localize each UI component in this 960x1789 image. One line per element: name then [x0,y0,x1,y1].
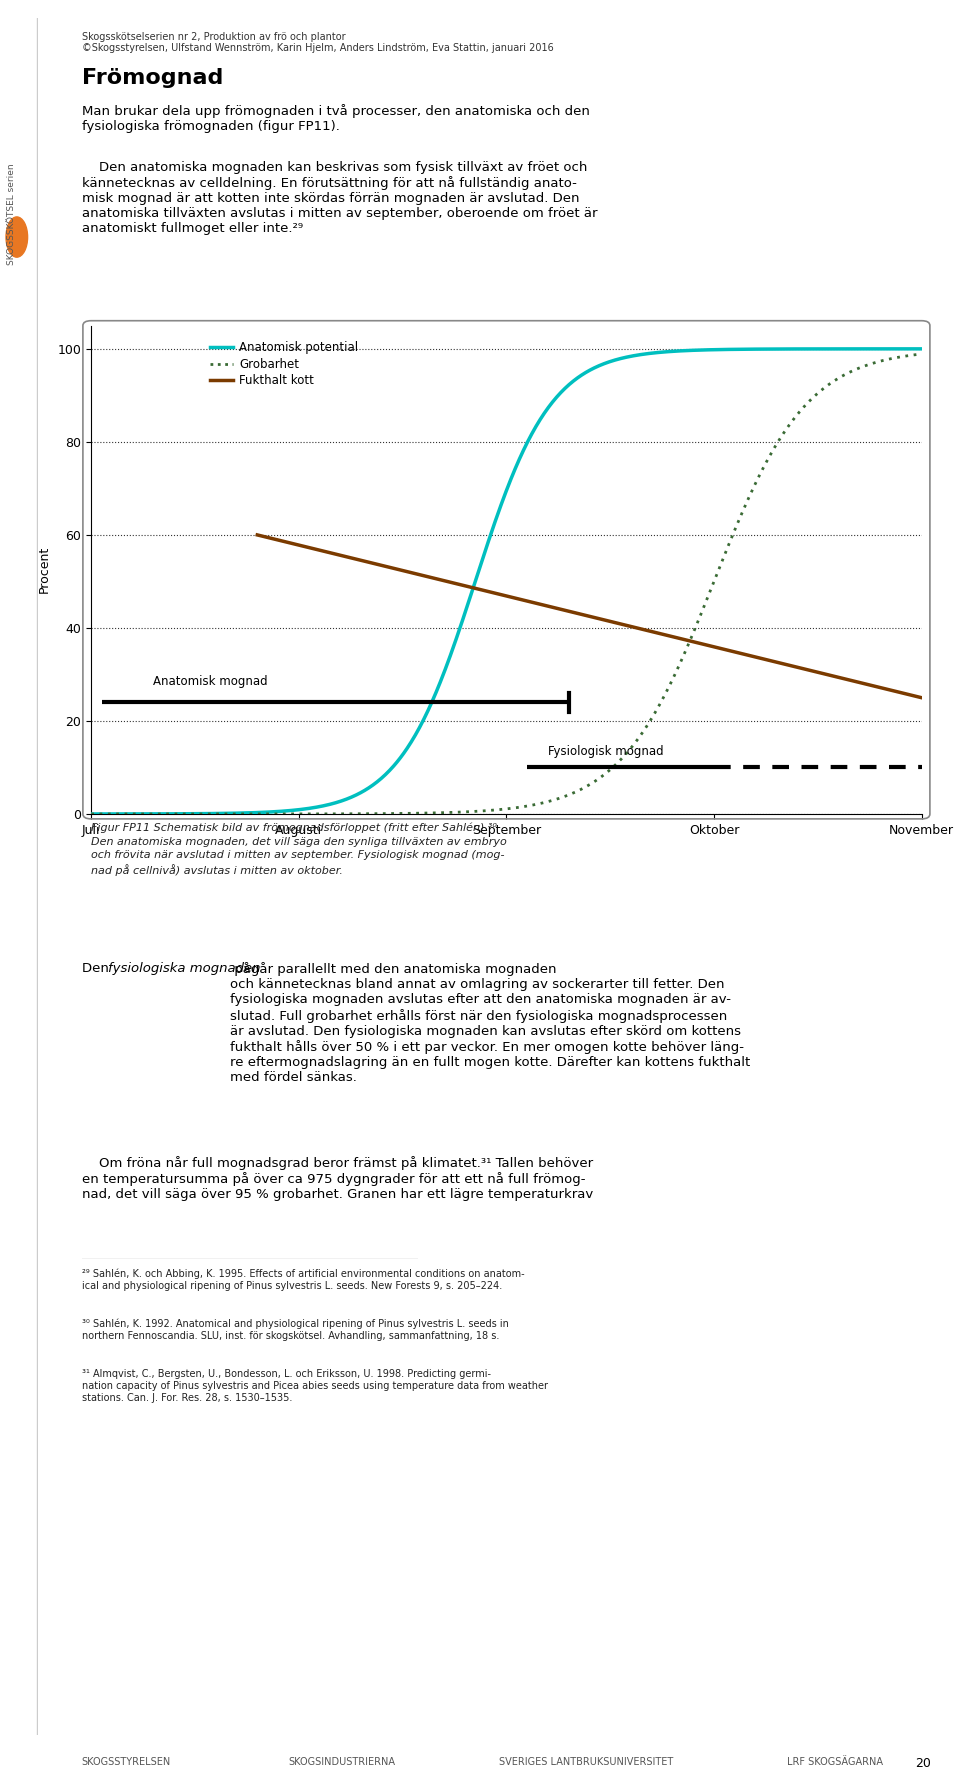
Text: Anatomisk mognad: Anatomisk mognad [154,676,268,689]
Text: Den: Den [82,962,112,975]
Text: Den anatomiska mognaden kan beskrivas som fysisk tillväxt av fröet och
känneteck: Den anatomiska mognaden kan beskrivas so… [82,161,597,234]
Text: SKOGSSTYRELSEN: SKOGSSTYRELSEN [82,1757,171,1768]
Text: SKOGSINDUSTRIERNA: SKOGSINDUSTRIERNA [288,1757,395,1768]
Text: Man brukar dela upp frömognaden i två processer, den anatomiska och den
fysiolog: Man brukar dela upp frömognaden i två pr… [82,104,589,132]
Text: ²⁹ Sahlén, K. och Abbing, K. 1995. Effects of artificial environmental condition: ²⁹ Sahlén, K. och Abbing, K. 1995. Effec… [82,1268,524,1292]
Text: ³¹ Almqvist, C., Bergsten, U., Bondesson, L. och Eriksson, U. 1998. Predicting g: ³¹ Almqvist, C., Bergsten, U., Bondesson… [82,1369,547,1403]
Text: pågår parallellt med den anatomiska mognaden
och kännetecknas bland annat av oml: pågår parallellt med den anatomiska mogn… [230,962,751,1084]
Legend: Anatomisk potential, Grobarhet, Fukthalt kott: Anatomisk potential, Grobarhet, Fukthalt… [205,336,363,392]
Text: Fysiologisk mognad: Fysiologisk mognad [548,746,663,759]
Text: 20: 20 [915,1757,931,1769]
Text: Skogsskötselserien nr 2, Produktion av frö och plantor: Skogsskötselserien nr 2, Produktion av f… [82,32,346,43]
Text: Frömognad: Frömognad [82,68,223,88]
Text: LRF SKOGSÄGARNA: LRF SKOGSÄGARNA [787,1757,883,1768]
Text: ³⁰ Sahlén, K. 1992. Anatomical and physiological ripening of Pinus sylvestris L.: ³⁰ Sahlén, K. 1992. Anatomical and physi… [82,1318,509,1342]
Text: SVERIGES LANTBRUKSUNIVERSITET: SVERIGES LANTBRUKSUNIVERSITET [499,1757,674,1768]
Text: Om fröna når full mognadsgrad beror främst på klimatet.³¹ Tallen behöver
en temp: Om fröna når full mognadsgrad beror främ… [82,1156,593,1200]
Text: SKOGSSKÖTSEL serien: SKOGSSKÖTSEL serien [7,165,16,265]
Circle shape [6,216,28,258]
Text: Figur FP11 Schematisk bild av frömognadsförloppet (fritt efter Sahlén).³⁰
Den an: Figur FP11 Schematisk bild av frömognads… [91,823,507,875]
Text: ©Skogsstyrelsen, Ulfstand Wennström, Karin Hjelm, Anders Lindström, Eva Stattin,: ©Skogsstyrelsen, Ulfstand Wennström, Kar… [82,43,553,54]
Y-axis label: Procent: Procent [37,546,51,594]
Text: fysiologiska mognaden: fysiologiska mognaden [108,962,261,975]
